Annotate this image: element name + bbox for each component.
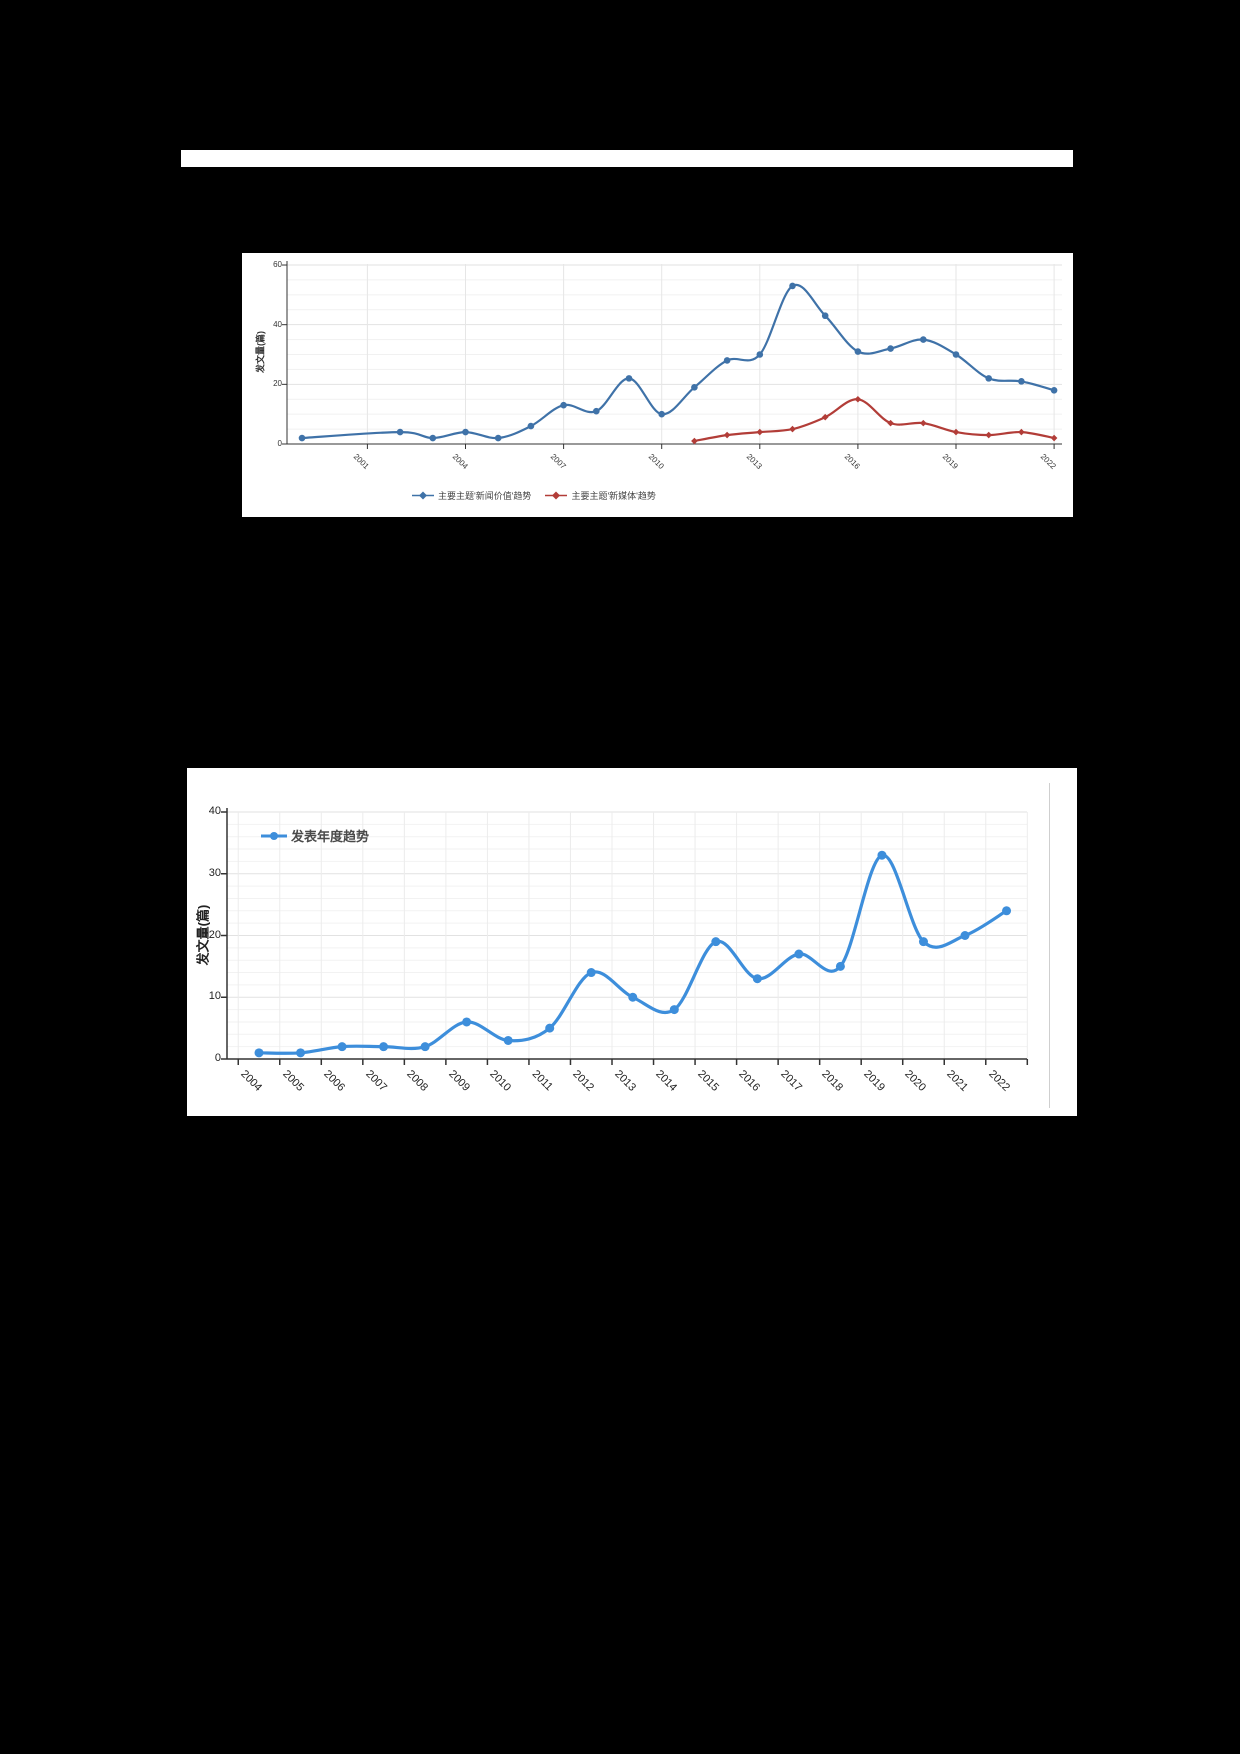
legend-item-annual-trend[interactable]: 发表年度趋势 bbox=[261, 826, 369, 845]
chart-legend: 发表年度趋势 bbox=[261, 826, 369, 845]
y-tick-label: 30 bbox=[208, 866, 221, 879]
scrollbar-track[interactable] bbox=[1049, 783, 1050, 1108]
series-1 bbox=[691, 395, 1058, 445]
y-tick-label: 0 bbox=[214, 1052, 221, 1064]
y-axis-title: 发文量(篇) bbox=[255, 331, 266, 373]
legend-label: 发表年度趋势 bbox=[291, 829, 370, 844]
top-white-strip bbox=[181, 150, 1073, 167]
line-diamond-icon bbox=[412, 491, 434, 500]
axes bbox=[221, 808, 1029, 1065]
legend-item-new-media[interactable]: 主要主题'新媒体'趋势 bbox=[545, 489, 656, 502]
annual-trend-chart-panel: 发文量(篇) 发表年度趋势 0 10 20 30 40 2004 2005 2006 2007 2… bbox=[187, 768, 1077, 1116]
dual-trend-chart-panel: 发文量(篇) 主要主题'新闻价值'趋势 主要主题'新媒体'趋势 0 20 40 60 2… bbox=[242, 253, 1073, 517]
legend-label: 主要主题'新媒体'趋势 bbox=[571, 491, 656, 501]
y-tick-label: 20 bbox=[208, 928, 221, 941]
gridlines bbox=[227, 811, 1028, 1059]
y-tick-label: 20 bbox=[273, 379, 282, 389]
y-tick-label: 40 bbox=[208, 805, 221, 817]
chart-legend: 主要主题'新闻价值'趋势 主要主题'新媒体'趋势 bbox=[412, 489, 656, 502]
gridlines bbox=[287, 264, 1062, 444]
line-diamond-icon bbox=[545, 491, 568, 500]
annual-trend-chart[interactable] bbox=[187, 768, 1077, 1116]
line-circle-icon bbox=[261, 831, 287, 840]
y-tick-label: 60 bbox=[273, 260, 282, 270]
dual-trend-chart[interactable] bbox=[242, 253, 1073, 517]
legend-label: 主要主题'新闻价值'趋势 bbox=[438, 491, 532, 501]
y-tick-label: 40 bbox=[273, 319, 282, 329]
y-tick-label: 0 bbox=[277, 439, 282, 448]
series-0 bbox=[298, 282, 1058, 442]
series-0 bbox=[254, 850, 1012, 1058]
legend-item-news-value[interactable]: 主要主题'新闻价值'趋势 bbox=[412, 489, 531, 502]
y-tick-label: 10 bbox=[208, 990, 221, 1003]
axes bbox=[282, 261, 1062, 449]
